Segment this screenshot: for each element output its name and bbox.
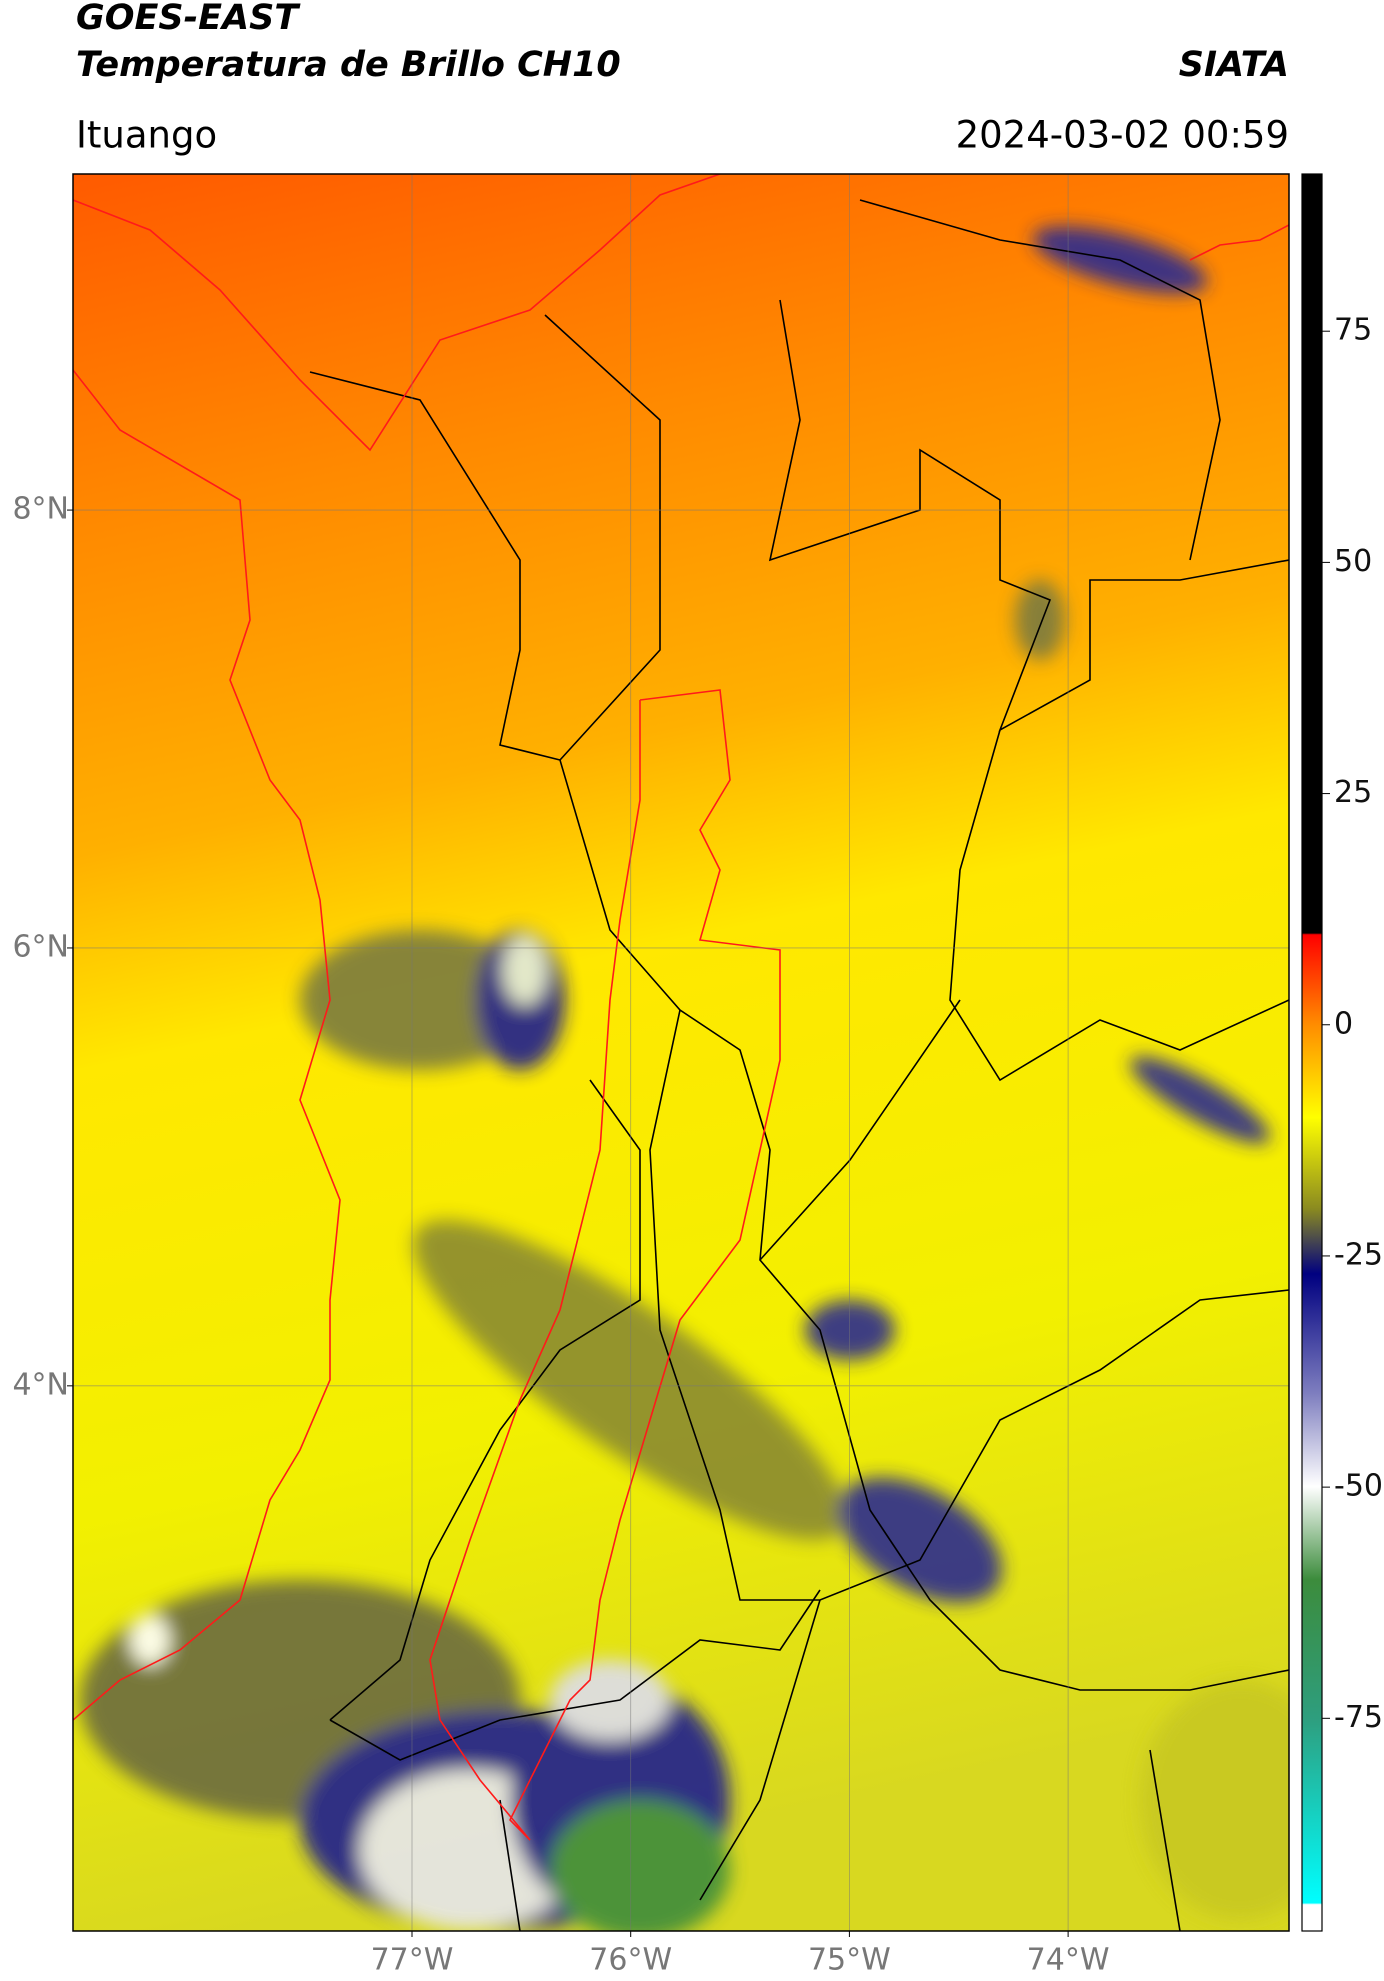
x-tick-label: 74°W (1027, 1943, 1110, 1978)
title: GOES-EAST (76, 0, 301, 38)
source: SIATA (1179, 45, 1289, 85)
map-image (73, 174, 1289, 1931)
subtitle: Temperatura de Brillo CH10 (76, 45, 621, 85)
x-tick-label: 76°W (589, 1943, 672, 1978)
colorbar-tick-label: -25 (1334, 1237, 1383, 1272)
map-frame (72, 173, 1290, 1932)
colorbar-tick-label: 0 (1334, 1006, 1353, 1041)
y-tick-label: 4°N (12, 1367, 69, 1402)
colorbar-tick-label: -50 (1334, 1469, 1383, 1504)
y-tick-label: 8°N (12, 492, 69, 527)
y-tick-label: 6°N (12, 929, 69, 964)
x-tick-label: 77°W (371, 1943, 454, 1978)
colorbar-tick-label: 25 (1334, 775, 1372, 810)
colorbar-tick-label: 50 (1334, 544, 1372, 579)
x-tick-label: 75°W (808, 1943, 891, 1978)
colorbar-tick-label: -75 (1334, 1700, 1383, 1735)
colorbar-tick-label: 75 (1334, 313, 1372, 348)
region: Ituango (76, 114, 217, 157)
timestamp: 2024-03-02 00:59 (956, 114, 1289, 157)
colorbar (1301, 173, 1323, 1932)
